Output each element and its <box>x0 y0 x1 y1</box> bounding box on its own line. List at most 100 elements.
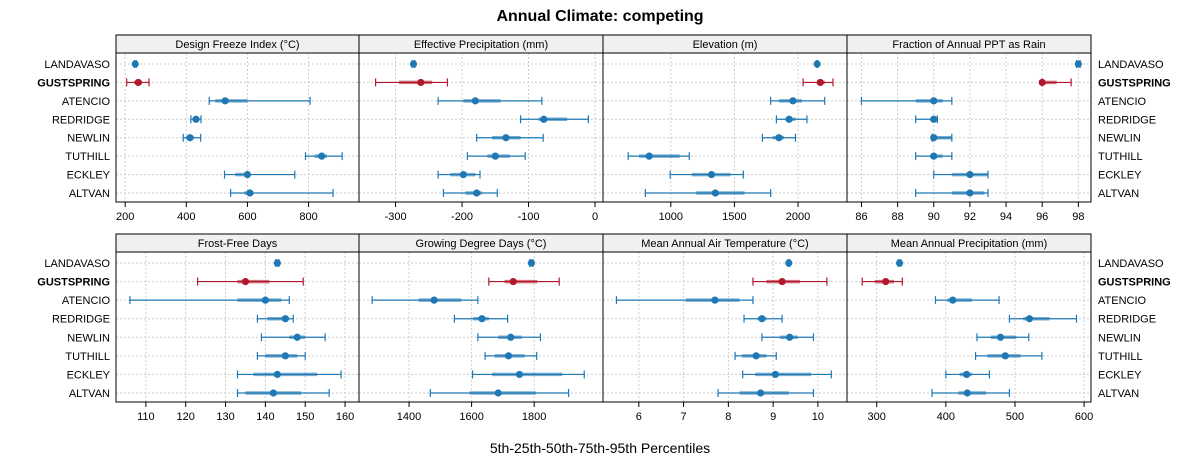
panel-title: Fraction of Annual PPT as Rain <box>892 39 1045 51</box>
median-point <box>711 189 719 197</box>
x-tick-label: 88 <box>891 211 903 223</box>
x-tick-label: 200 <box>116 211 134 223</box>
x-axis-label: 5th-25th-50th-75th-95th Percentiles <box>490 440 710 456</box>
median-point <box>273 259 281 267</box>
panel-title: Design Freeze Index (°C) <box>175 39 299 51</box>
category-label-right: TUTHILL <box>1098 351 1143 363</box>
x-tick-label: 1600 <box>459 411 483 423</box>
x-tick-label: 8 <box>725 411 731 423</box>
x-tick-label: 500 <box>1006 411 1024 423</box>
median-point <box>930 97 938 105</box>
category-label-left: LANDAVASO <box>44 258 110 270</box>
median-point <box>246 189 254 197</box>
median-point <box>930 115 938 123</box>
x-tick-label: 6 <box>636 411 642 423</box>
category-label-right: NEWLIN <box>1098 332 1141 344</box>
category-label-left: TUTHILL <box>65 351 110 363</box>
x-tick-label: 600 <box>1075 411 1093 423</box>
x-tick-label: 120 <box>177 411 195 423</box>
category-label-right: ATENCIO <box>1098 96 1147 108</box>
median-point <box>473 189 481 197</box>
median-point <box>786 333 794 341</box>
median-point <box>243 170 252 179</box>
median-point <box>996 333 1005 341</box>
median-point <box>261 296 269 304</box>
x-tick-label: 160 <box>336 411 354 423</box>
category-label-left: LANDAVASO <box>44 59 110 71</box>
median-point <box>478 315 486 323</box>
median-point <box>221 97 229 105</box>
category-label-right: REDRIDGE <box>1098 314 1156 326</box>
x-tick-label: 10 <box>812 411 824 423</box>
x-tick-label: -200 <box>451 211 473 223</box>
category-label-left: ALTVAN <box>69 188 110 200</box>
panel-6: Mean Annual Air Temperature (°C) 6 7 8 9 10 <box>602 233 848 423</box>
median-point <box>789 97 797 105</box>
median-point <box>471 97 479 105</box>
panel-7: Mean Annual Precipitation (mm) 300 400 500 6… <box>846 233 1093 423</box>
median-point <box>1074 60 1082 68</box>
panel-2: Elevation (m) 1000 1500 2000 <box>602 34 848 223</box>
median-point <box>645 152 653 160</box>
x-tick-label: 110 <box>137 411 155 423</box>
median-point <box>134 78 142 87</box>
category-label-right: TUTHILL <box>1098 151 1143 163</box>
median-point <box>895 259 904 267</box>
panel-title: Mean Annual Precipitation (mm) <box>891 238 1048 250</box>
category-label-right: ECKLEY <box>1098 170 1142 182</box>
median-point <box>1001 352 1009 360</box>
median-point <box>785 115 793 123</box>
category-label-left: ECKLEY <box>67 369 111 381</box>
panel-1: Effective Precipitation (mm) -300 -200 -100… <box>358 34 604 223</box>
median-point <box>527 259 535 267</box>
category-label-left: REDRIDGE <box>52 114 110 126</box>
median-point <box>430 296 438 304</box>
chart-title: Annual Climate: competing <box>496 8 703 25</box>
x-tick-label: -100 <box>518 211 540 223</box>
median-point <box>318 152 326 160</box>
x-tick-label: 300 <box>868 411 886 423</box>
median-point <box>930 152 938 160</box>
median-point <box>409 60 418 68</box>
median-point <box>758 315 766 323</box>
category-label-left: ECKLEY <box>67 170 111 182</box>
x-tick-label: 800 <box>299 211 317 223</box>
panel-frame <box>358 251 604 403</box>
category-label-right: LANDAVASO <box>1098 258 1164 270</box>
x-tick-label: 140 <box>256 411 274 423</box>
median-point <box>459 170 467 179</box>
median-point <box>192 115 200 123</box>
category-label-left: REDRIDGE <box>52 314 110 326</box>
median-point <box>756 389 765 397</box>
panel-0: Design Freeze Index (°C) 200 400 600 800 <box>115 34 360 223</box>
panel-frame <box>846 251 1092 403</box>
category-label-left: NEWLIN <box>67 133 110 145</box>
median-point <box>966 170 974 179</box>
median-point <box>1038 78 1046 87</box>
category-label-left: GUSTSPRING <box>37 77 110 89</box>
median-point <box>1025 315 1034 323</box>
panel-title: Elevation (m) <box>693 39 758 51</box>
panel-frame <box>115 251 360 403</box>
x-tick-label: 130 <box>216 411 234 423</box>
x-tick-label: 400 <box>177 211 195 223</box>
x-tick-label: 90 <box>928 211 940 223</box>
median-point <box>540 115 548 123</box>
median-point <box>186 134 194 142</box>
median-point <box>775 134 783 142</box>
median-point <box>491 152 499 160</box>
median-point <box>813 60 821 68</box>
median-point <box>785 259 793 267</box>
x-tick-label: 94 <box>1000 211 1012 223</box>
median-point <box>962 370 971 379</box>
x-tick-label: 1000 <box>659 211 683 223</box>
x-tick-label: 98 <box>1072 211 1084 223</box>
x-tick-label: 92 <box>964 211 976 223</box>
panel-title: Mean Annual Air Temperature (°C) <box>641 238 808 250</box>
category-label-right: GUSTSPRING <box>1098 277 1171 289</box>
median-point <box>752 352 760 360</box>
median-point <box>882 277 890 286</box>
median-point <box>509 277 517 286</box>
median-point <box>930 134 938 142</box>
median-point <box>963 389 971 397</box>
